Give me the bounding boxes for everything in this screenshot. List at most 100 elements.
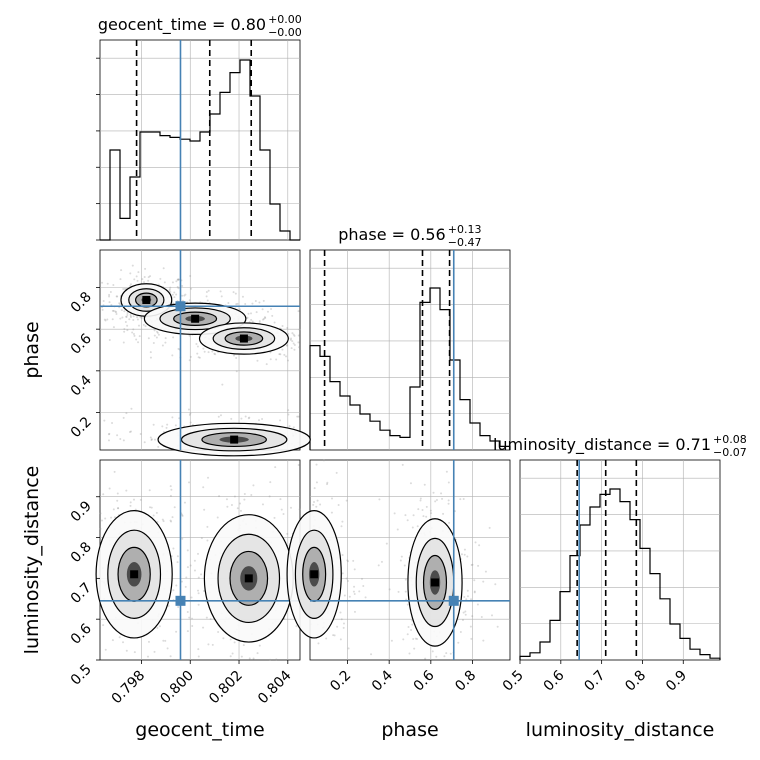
sample-point bbox=[172, 336, 175, 339]
sample-point bbox=[414, 637, 417, 640]
sample-point bbox=[103, 318, 106, 321]
sample-point bbox=[252, 657, 255, 660]
density-peak bbox=[431, 578, 439, 587]
sample-point bbox=[190, 596, 193, 599]
sample-point bbox=[112, 309, 115, 312]
sample-point bbox=[186, 630, 189, 633]
sample-point bbox=[181, 294, 184, 297]
hist-title-lower: −0.07 bbox=[713, 446, 747, 459]
sample-point bbox=[122, 439, 125, 442]
sample-point bbox=[219, 414, 222, 417]
sample-point bbox=[445, 652, 448, 655]
sample-point bbox=[262, 317, 265, 320]
sample-point bbox=[131, 331, 134, 334]
sample-point bbox=[435, 655, 438, 658]
sample-point bbox=[171, 302, 174, 305]
sample-point bbox=[122, 416, 125, 419]
sample-point bbox=[362, 584, 365, 587]
sample-point bbox=[313, 487, 316, 490]
sample-point bbox=[297, 415, 300, 418]
sample-point bbox=[470, 563, 473, 566]
sample-point bbox=[130, 407, 133, 410]
sample-point bbox=[126, 311, 129, 314]
y-tick-label-phase: 0.6 bbox=[68, 331, 95, 358]
x-axis-label-geocent_time: geocent_time bbox=[135, 719, 264, 741]
sample-point bbox=[136, 279, 139, 282]
sample-point bbox=[421, 508, 424, 511]
sample-point bbox=[169, 519, 172, 522]
sample-point bbox=[181, 537, 184, 540]
sample-point bbox=[181, 513, 184, 516]
sample-point bbox=[197, 603, 200, 606]
sample-point bbox=[149, 506, 152, 509]
sample-point bbox=[473, 591, 476, 594]
sample-point bbox=[169, 485, 172, 488]
sample-point bbox=[190, 287, 193, 290]
sample-point bbox=[404, 590, 407, 593]
sample-point bbox=[121, 316, 124, 319]
sample-point bbox=[162, 520, 165, 523]
sample-point bbox=[292, 342, 295, 345]
sample-point bbox=[396, 528, 399, 531]
y-tick-label-luminosity_distance: 0.6 bbox=[68, 621, 95, 648]
sample-point bbox=[119, 317, 122, 320]
sample-point bbox=[466, 555, 469, 558]
sample-point bbox=[353, 592, 356, 595]
sample-point bbox=[264, 316, 267, 319]
sample-point bbox=[442, 512, 445, 515]
sample-point bbox=[449, 652, 452, 655]
sample-point bbox=[164, 341, 167, 344]
sample-point bbox=[431, 650, 434, 653]
sample-point bbox=[186, 549, 189, 552]
sample-point bbox=[184, 585, 187, 588]
sample-point bbox=[246, 316, 249, 319]
sample-point bbox=[282, 512, 285, 515]
sample-point bbox=[243, 492, 246, 495]
hist-title-luminosity_distance: luminosity_distance = 0.71 bbox=[493, 435, 711, 455]
sample-point bbox=[342, 626, 345, 629]
sample-point bbox=[162, 639, 165, 642]
sample-point bbox=[169, 286, 172, 289]
sample-point bbox=[180, 580, 183, 583]
sample-point bbox=[131, 264, 134, 267]
sample-point bbox=[251, 320, 254, 323]
sample-point bbox=[181, 299, 184, 302]
sample-point bbox=[297, 341, 300, 344]
sample-point bbox=[471, 615, 474, 618]
sample-point bbox=[125, 412, 128, 415]
sample-point bbox=[152, 341, 155, 344]
sample-point bbox=[295, 625, 298, 628]
sample-point bbox=[111, 639, 114, 642]
sample-point bbox=[232, 291, 235, 294]
sample-point bbox=[342, 622, 345, 625]
sample-point bbox=[108, 301, 111, 304]
sample-point bbox=[397, 590, 400, 593]
y-tick-label-phase: 0.4 bbox=[68, 372, 95, 399]
sample-point bbox=[149, 356, 152, 359]
sample-point bbox=[186, 566, 189, 569]
sample-point bbox=[135, 275, 138, 278]
sample-point bbox=[289, 338, 292, 341]
sample-point bbox=[147, 640, 150, 643]
sample-point bbox=[256, 652, 259, 655]
sample-point bbox=[120, 309, 123, 312]
sample-point bbox=[466, 589, 469, 592]
sample-point bbox=[248, 416, 251, 419]
sample-point bbox=[152, 423, 155, 426]
sample-point bbox=[162, 267, 165, 270]
sample-point bbox=[143, 276, 146, 279]
sample-point bbox=[102, 493, 105, 496]
sample-point bbox=[256, 359, 259, 362]
sample-point bbox=[118, 302, 121, 305]
sample-point bbox=[251, 302, 254, 305]
sample-point bbox=[346, 560, 349, 563]
sample-point bbox=[432, 491, 435, 494]
sample-point bbox=[279, 353, 282, 356]
sample-point bbox=[125, 649, 128, 652]
sample-point bbox=[353, 610, 356, 613]
sample-point bbox=[317, 642, 320, 645]
sample-point bbox=[315, 505, 318, 508]
sample-point bbox=[200, 537, 203, 540]
sample-point bbox=[265, 363, 268, 366]
sample-point bbox=[133, 651, 136, 654]
